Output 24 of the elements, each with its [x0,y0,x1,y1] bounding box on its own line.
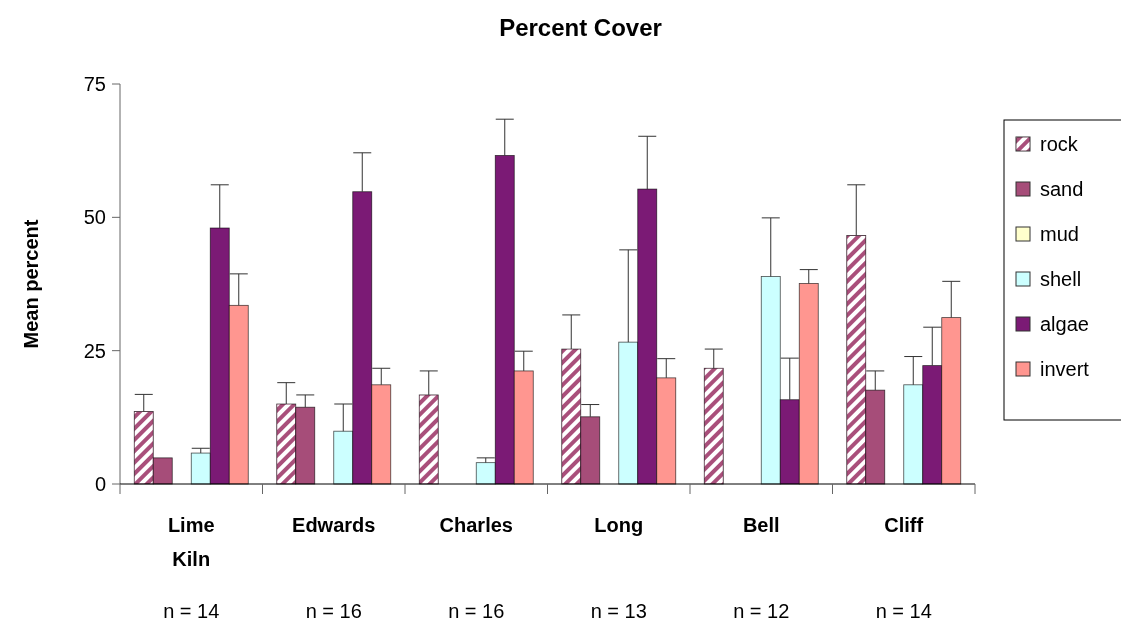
legend-label: invert [1040,358,1090,380]
x-tick-label: Charles [439,514,513,536]
x-tick-label: Long [594,514,644,536]
x-tick-label: Edwards [292,514,376,536]
text: n = 16 [448,600,505,622]
legend-label: rock [1040,133,1079,155]
y-tick-label: 50 [83,206,106,229]
text: n = 16 [305,600,362,622]
y-axis-title: Mean percent [20,219,42,349]
x-tick-label: Cliff [884,514,924,536]
y-tick-label: 25 [83,339,106,362]
text: n = 14 [875,600,932,622]
legend-label: shell [1040,268,1082,290]
text: n = 14 [163,600,220,622]
chart-title: Percent Cover [499,14,662,41]
y-tick-label: 75 [83,73,106,95]
x-tick-label: Bell [742,514,780,536]
y-tick-label: 0 [94,473,106,495]
legend-label: mud [1040,223,1079,245]
text: n = 13 [590,600,647,622]
text: n = 12 [733,600,790,622]
legend-label: sand [1040,178,1084,200]
legend-label: algae [1040,313,1089,335]
x-tick-label: Lime Kiln [167,514,215,570]
